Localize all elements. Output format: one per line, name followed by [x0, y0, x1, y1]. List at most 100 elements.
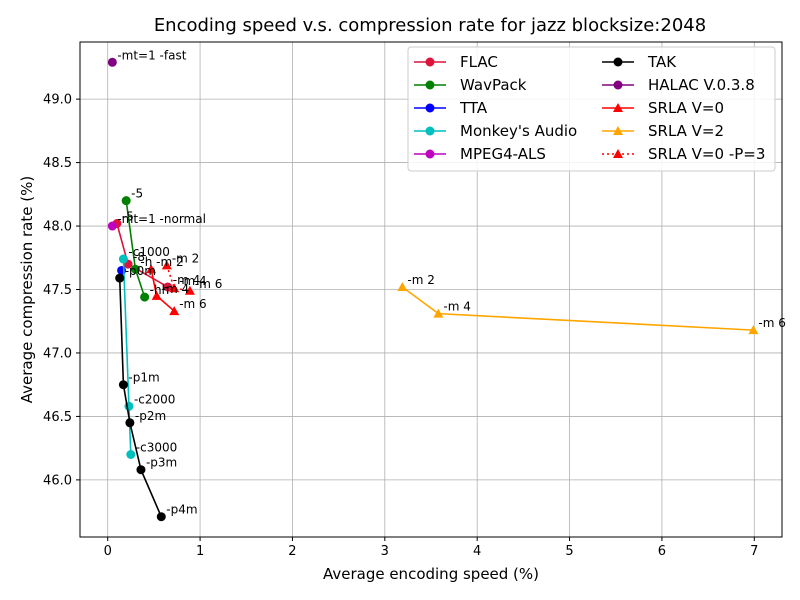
legend-marker [425, 57, 435, 67]
data-point-tak [115, 273, 125, 283]
point-label-srla-v-2: -m 6 [758, 316, 785, 330]
legend-label: SRLA V=0 [648, 99, 724, 117]
data-point-srla-v-0-p-3 [184, 285, 195, 295]
legend-marker [613, 80, 623, 90]
legend-label: Monkey's Audio [460, 122, 577, 140]
y-tick-label: 46.5 [43, 410, 72, 425]
point-label-halac-v-0-3-8: -mt=1 -fast [117, 48, 186, 62]
data-point-srla-v-2 [748, 325, 759, 335]
x-tick-label: 0 [104, 544, 112, 559]
series-halac-v-0-3-8 [107, 57, 117, 67]
x-tick-label: 3 [381, 544, 389, 559]
point-label-srla-v-0-p-3: -m 6 [195, 277, 222, 291]
legend-item-flac: FLAC [414, 53, 498, 71]
legend-item-srla-v-2: SRLA V=2 [602, 122, 724, 140]
series-wavpack [121, 196, 150, 302]
data-point-wavpack [140, 292, 150, 302]
y-axis-label: Average compression rate (%) [18, 176, 36, 403]
data-point-monkey-s-audio [118, 254, 128, 264]
point-label-flac: -m 4 [173, 273, 200, 287]
legend-item-halac-v-0-3-8: HALAC V.0.3.8 [602, 76, 755, 94]
data-point-monkey-s-audio [126, 450, 136, 459]
point-label-wavpack: -hh [150, 283, 170, 297]
legend-marker [425, 126, 435, 136]
legend-label: SRLA V=2 [648, 122, 724, 140]
legend-label: TTA [459, 99, 488, 117]
data-point-srla-v-2 [433, 308, 444, 318]
legend-marker [425, 103, 435, 113]
point-label-srla-v-0: -m 6 [179, 297, 206, 311]
legend-marker [613, 57, 623, 67]
legend-item-tak: TAK [602, 53, 677, 71]
point-label-srla-v-0: -m 2 [156, 255, 183, 269]
data-point-tak [125, 418, 135, 428]
data-point-srla-v-0 [151, 290, 162, 300]
point-label-tak: -p0m [125, 264, 156, 278]
data-point-wavpack [121, 196, 131, 206]
chart-title: Encoding speed v.s. compression rate for… [154, 15, 706, 36]
point-label-srla-v-0-p-3: -m 2 [172, 251, 199, 265]
legend-marker [613, 126, 623, 135]
point-label-wavpack: -h [140, 255, 152, 269]
data-point-srla-v-0 [169, 306, 180, 316]
x-tick-label: 4 [473, 544, 481, 559]
legend-label: WavPack [460, 76, 527, 94]
data-point-flac [163, 282, 173, 292]
legend-frame [407, 46, 776, 172]
legend-item-wavpack: WavPack [414, 76, 527, 94]
series-srla-v-0-p-3 [161, 260, 195, 295]
data-point-tak [156, 512, 166, 522]
point-label-tak: -p4m [166, 503, 197, 517]
tick-layer: 0 1 2 3 4 5 6 7 46.0 46.5 47.0 47.5 48.0 48.5 49.0 [43, 93, 758, 559]
data-point-halac-v-0-3-8 [107, 57, 117, 67]
y-tick-label: 48.5 [43, 156, 72, 171]
legend-label: FLAC [460, 53, 498, 71]
data-point-srla-v-0 [146, 264, 157, 274]
series-srla-v-2 [397, 281, 759, 335]
x-tick-label: 1 [196, 544, 204, 559]
y-tick-label: 48.0 [43, 220, 72, 235]
legend-marker [613, 149, 623, 158]
point-label-srla-v-0: -m 4 [162, 282, 189, 296]
annotation-layer: -5 -8 -m 4 -5 -h -hh -c1000 -c2000 -c3000 -mt=1 -… [117, 48, 786, 516]
x-tick-label: 6 [658, 544, 666, 559]
data-point-tak [118, 380, 128, 390]
y-tick-label: 47.0 [43, 346, 72, 361]
legend-item-tta: TTA [414, 99, 488, 117]
point-label-tak: -p3m [146, 456, 177, 470]
series-layer [107, 57, 759, 522]
data-point-srla-v-0-p-3 [161, 260, 172, 270]
data-point-srla-v-2 [397, 281, 408, 291]
legend-marker [613, 103, 623, 112]
point-label-tak: -p2m [135, 409, 166, 423]
legend-label: MPEG4-ALS [460, 145, 546, 163]
legend: FLAC WavPack TTA Monkey's Audio MPEG4-ALS TAK… [407, 46, 776, 172]
legend-label: SRLA V=0 -P=3 [648, 145, 765, 163]
x-tick-label: 7 [750, 544, 758, 559]
data-point-tak [136, 465, 146, 475]
point-label-srla-v-0-p-3: -m 4 [179, 274, 206, 288]
point-label-srla-v-2: -m 2 [407, 273, 434, 287]
x-tick-label: 2 [288, 544, 296, 559]
legend-label: HALAC V.0.3.8 [648, 76, 755, 94]
series-tak [115, 273, 166, 522]
point-label-mpeg4-als: -mt=1 -normal [117, 212, 206, 226]
point-label-wavpack: -5 [131, 187, 143, 201]
data-point-srla-v-0-p-3 [169, 283, 180, 293]
data-point-mpeg4-als [107, 221, 117, 231]
point-label-flac: -8 [133, 250, 145, 264]
x-axis-label: Average encoding speed (%) [323, 565, 539, 583]
point-label-monkey-s-audio: -c2000 [134, 392, 175, 406]
point-label-flac: -5 [122, 210, 134, 224]
point-label-tak: -p1m [128, 371, 159, 385]
series-mpeg4-als [107, 221, 117, 231]
y-tick-label: 47.5 [43, 283, 72, 298]
series-srla-v-0 [146, 264, 180, 316]
point-label-srla-v-2: -m 4 [443, 300, 470, 314]
y-tick-label: 49.0 [43, 93, 72, 108]
legend-label: TAK [647, 53, 677, 71]
point-label-monkey-s-audio: -c3000 [136, 441, 177, 455]
y-tick-label: 46.0 [43, 473, 72, 488]
legend-marker [425, 149, 435, 159]
